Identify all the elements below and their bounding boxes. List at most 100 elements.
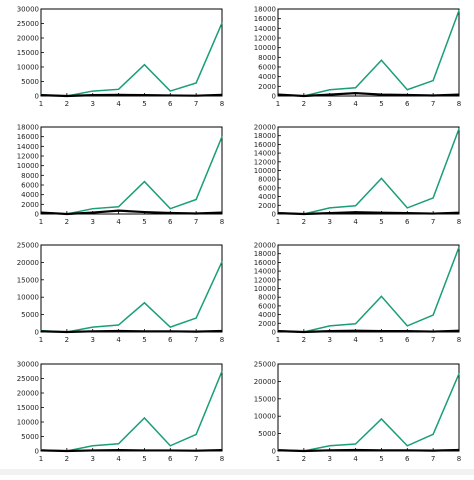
y-tick-label: 4000	[258, 311, 276, 319]
y-tick-label: 25000	[17, 375, 39, 383]
y-tick-label: 0	[35, 93, 39, 101]
plot-frame	[277, 244, 460, 333]
data-point	[329, 93, 331, 96]
x-tick-label: 8	[220, 336, 224, 344]
data-point	[354, 87, 357, 89]
data-point	[380, 59, 383, 61]
series-line-1	[40, 136, 223, 215]
data-point	[117, 330, 120, 332]
data-point	[195, 331, 197, 333]
chart-panel-7: 0 5000 10000 15000 20000 25000 30000 1 2 3 4 5 6 7 8	[17, 361, 225, 464]
y-tick-label: 0	[272, 329, 276, 337]
y-tick-label: 0	[35, 448, 39, 456]
x-tick-label: 7	[431, 336, 435, 344]
data-point	[143, 181, 146, 183]
data-point	[169, 445, 171, 447]
data-point	[458, 9, 460, 12]
y-tick-label: 0	[272, 93, 276, 101]
data-point	[92, 211, 94, 214]
y-tick-label: 10000	[254, 285, 276, 293]
chart-panel-4: 0200040006000800010000120001400016000180…	[254, 124, 462, 227]
chart-panel-1: 0 5000 10000 15000 20000 25000 30000 1 2 3 4 5 6 7 8	[17, 6, 225, 109]
y-tick-label: 20000	[254, 242, 276, 250]
y-tick-label: 25000	[254, 361, 276, 369]
data-point	[40, 211, 42, 214]
y-tick-label: 15000	[17, 404, 39, 412]
x-tick-label: 4	[116, 336, 121, 344]
y-tick-label: 14000	[254, 25, 276, 33]
x-tick-label: 6	[168, 218, 173, 226]
x-tick-label: 8	[220, 100, 224, 108]
data-point	[277, 330, 279, 332]
data-point	[406, 445, 408, 447]
series-line-2	[277, 91, 460, 98]
y-tick-label: 15000	[17, 276, 39, 284]
data-point	[354, 449, 357, 451]
data-point	[66, 450, 68, 452]
x-tick-label: 4	[353, 336, 358, 344]
y-tick-label: 18000	[254, 250, 276, 258]
plot-frame	[40, 363, 223, 452]
x-tick-label: 8	[457, 100, 461, 108]
y-tick-label: 15000	[17, 49, 39, 57]
data-point	[458, 373, 460, 375]
x-tick-label: 1	[39, 336, 43, 344]
y-tick-label: 0	[272, 448, 276, 456]
plot-frame	[277, 126, 460, 215]
data-point	[40, 94, 42, 96]
x-tick-label: 7	[431, 100, 435, 108]
data-point	[380, 295, 383, 297]
data-point	[458, 128, 460, 130]
x-tick-label: 7	[194, 100, 198, 108]
data-point	[406, 207, 408, 209]
x-tick-label: 6	[168, 336, 173, 344]
y-tick-label: 2000	[258, 320, 276, 328]
y-tick-label: 6000	[258, 184, 276, 192]
x-tick-label: 2	[302, 455, 306, 463]
x-tick-label: 5	[379, 218, 383, 226]
y-tick-label: 4000	[258, 73, 276, 81]
data-point	[169, 449, 171, 452]
data-point	[221, 261, 223, 263]
data-point	[169, 326, 171, 328]
plot-frame	[277, 8, 460, 97]
x-tick-label: 2	[65, 455, 69, 463]
data-point	[406, 325, 408, 327]
series-line-1	[40, 261, 223, 333]
data-point	[40, 449, 42, 452]
y-tick-label: 5000	[21, 311, 39, 319]
chart-panel-8: 0 5000 10000 15000 20000 25000 1 2 3 4 5 6 7 8	[254, 361, 462, 464]
data-point	[169, 212, 171, 214]
x-tick-label: 6	[405, 100, 410, 108]
series-line-2	[277, 448, 460, 453]
data-point	[221, 94, 223, 96]
data-point	[432, 314, 434, 316]
data-point	[329, 449, 331, 451]
x-tick-label: 2	[302, 218, 306, 226]
x-tick-label: 5	[379, 336, 383, 344]
x-tick-label: 3	[90, 455, 94, 463]
x-tick-label: 7	[431, 218, 435, 226]
data-point	[143, 302, 146, 304]
y-tick-label: 6000	[258, 64, 276, 72]
data-point	[221, 449, 223, 451]
y-tick-label: 18000	[17, 124, 39, 132]
data-point	[432, 197, 434, 199]
y-tick-label: 25000	[17, 20, 39, 28]
y-tick-label: 2000	[21, 201, 39, 209]
data-point	[195, 433, 197, 436]
x-tick-label: 7	[194, 455, 198, 463]
x-tick-label: 3	[90, 218, 94, 226]
x-tick-label: 8	[220, 218, 224, 226]
y-tick-label: 14000	[254, 268, 276, 276]
data-point	[169, 90, 171, 92]
data-point	[277, 212, 279, 214]
data-point	[92, 208, 94, 210]
x-tick-label: 5	[379, 455, 383, 463]
y-tick-label: 16000	[254, 259, 276, 267]
data-point	[432, 330, 434, 333]
series-line-2	[40, 209, 223, 216]
data-point	[169, 330, 171, 332]
